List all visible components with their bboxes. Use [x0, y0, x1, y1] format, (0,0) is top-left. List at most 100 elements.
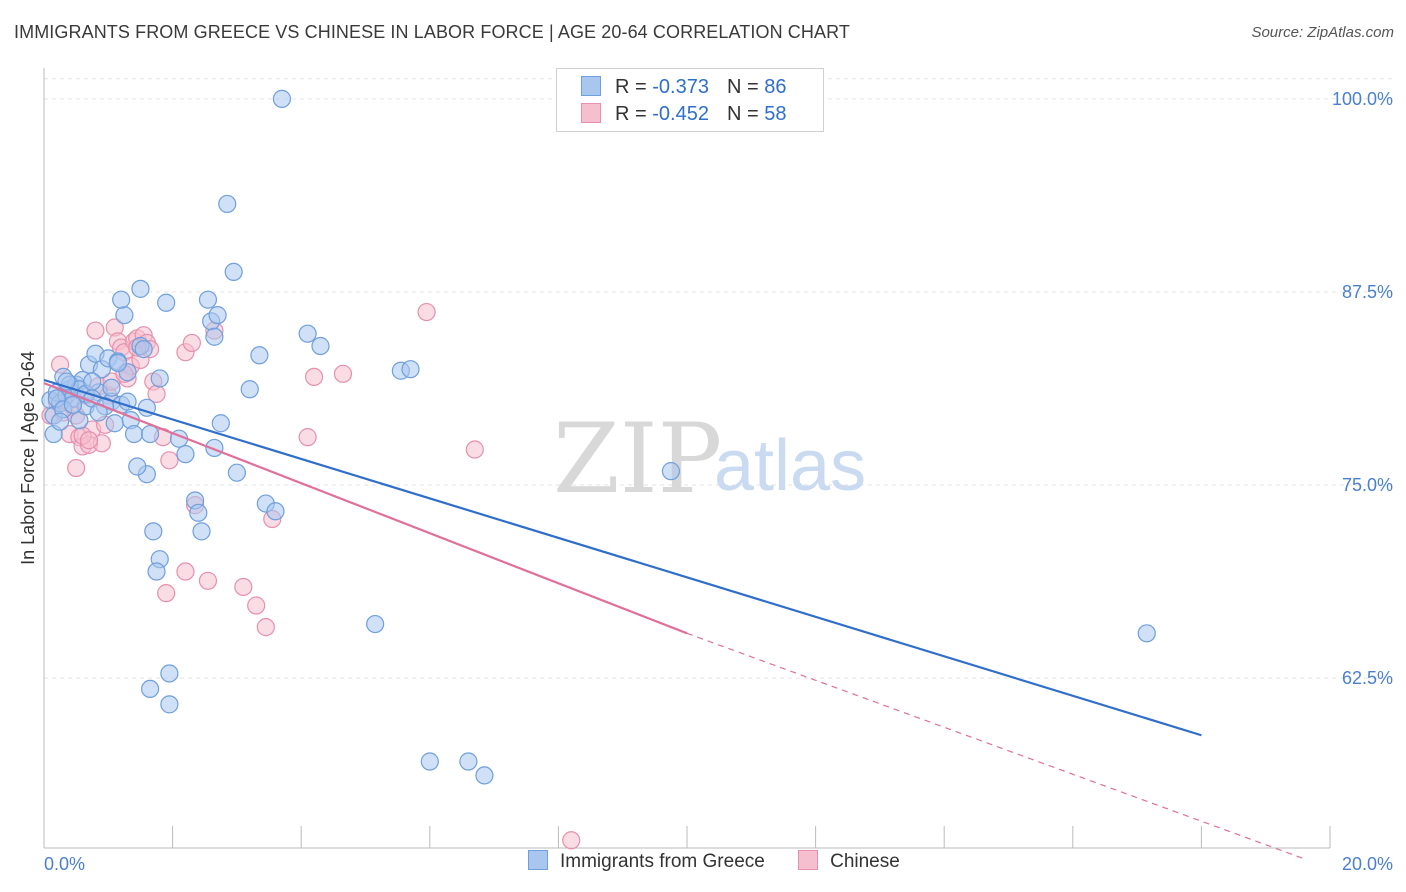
greece-point: [192, 522, 211, 541]
y-axis-label: In Labor Force | Age 20-64: [18, 351, 38, 565]
greece-point: [131, 279, 150, 298]
chinese-point: [176, 562, 195, 581]
chinese-point: [256, 618, 275, 637]
legend-label-greece: Immigrants from Greece: [560, 851, 765, 872]
greece-point: [311, 336, 330, 356]
greece-point: [105, 414, 124, 433]
greece-point: [240, 380, 259, 399]
r-value-greece: -0.373: [652, 76, 709, 98]
greece-points: [41, 89, 1156, 785]
greece-point: [150, 369, 169, 388]
greece-point: [50, 412, 70, 431]
r-label: R =: [615, 76, 647, 98]
y-tick-label: 100.0%: [1332, 89, 1393, 109]
chinese-points: [41, 302, 581, 850]
y-tick-label: 62.5%: [1342, 668, 1393, 688]
legend-label-chinese: Chinese: [830, 851, 900, 872]
greece-point: [420, 752, 439, 771]
greece-point: [401, 360, 420, 379]
greece-point: [83, 372, 102, 391]
chinese-point: [79, 431, 99, 450]
watermark-atlas: atlas: [714, 426, 866, 506]
chinese-point: [86, 321, 105, 340]
greece-point: [224, 262, 243, 281]
greece-point: [176, 445, 195, 464]
legend-item-chinese[interactable]: Chinese: [798, 850, 900, 873]
greece-point: [1137, 624, 1156, 643]
greece-point: [147, 562, 166, 581]
watermark: ZIP atlas: [553, 403, 866, 515]
chinese-point: [198, 571, 218, 590]
x-tick-label: 20.0%: [1342, 854, 1393, 874]
x-tick-label: 0.0%: [44, 854, 85, 874]
greece-point: [140, 679, 160, 699]
y-tick-label: 87.5%: [1342, 282, 1393, 302]
chart-title: IMMIGRANTS FROM GREECE VS CHINESE IN LAB…: [14, 22, 850, 42]
greece-swatch: [581, 76, 601, 96]
greece-point: [115, 306, 134, 325]
n-value-greece: 86: [764, 76, 787, 98]
greece-point: [160, 695, 179, 714]
chinese-point: [247, 596, 266, 615]
greece-point: [208, 306, 227, 325]
greece-point: [63, 395, 83, 414]
chinese-point: [562, 831, 581, 850]
chinese-point: [298, 428, 317, 447]
greece-point: [272, 89, 292, 108]
greece-point: [140, 424, 160, 444]
greece-point: [108, 353, 128, 373]
watermark-zip: ZIP: [553, 403, 722, 515]
source-label: Source: ZipAtlas.com: [1251, 24, 1394, 41]
greece-point: [475, 766, 494, 785]
tick-labels: 100.0% 87.5% 75.0% 62.5% 0.0% 20.0%: [44, 89, 1393, 874]
greece-point: [211, 414, 230, 433]
y-tick-label: 75.0%: [1342, 475, 1393, 495]
greece-swatch: [528, 850, 548, 870]
correlation-legend: R = -0.373 N = 86 R = -0.452 N = 58: [556, 68, 824, 132]
n-value-chinese: 58: [764, 103, 787, 125]
r-label: R =: [615, 103, 647, 125]
n-label: N =: [726, 76, 759, 98]
greece-point: [366, 614, 385, 634]
chinese-trend-extension: [686, 632, 1305, 860]
greece-point: [250, 346, 269, 365]
series-legend: Immigrants from Greece Chinese: [528, 850, 928, 873]
greece-point: [189, 503, 208, 522]
legend-item-greece[interactable]: Immigrants from Greece: [528, 850, 765, 873]
greece-point: [144, 522, 163, 541]
greece-point: [661, 462, 681, 481]
greece-trend-line: [43, 378, 1202, 737]
chinese-point: [417, 302, 436, 322]
greece-point: [298, 324, 317, 343]
greece-point: [198, 290, 218, 309]
chinese-point: [160, 451, 179, 470]
chinese-point: [157, 584, 176, 603]
greece-point: [459, 752, 478, 771]
chinese-point: [304, 367, 324, 387]
greece-point: [128, 457, 147, 476]
chinese-point: [465, 440, 484, 459]
n-label: N =: [726, 103, 759, 125]
greece-point: [266, 502, 285, 521]
axes: [43, 68, 1331, 849]
greece-point: [160, 664, 179, 683]
chinese-point: [333, 364, 353, 383]
chinese-trend-line: [43, 382, 688, 635]
greece-point: [124, 424, 144, 444]
greece-point: [112, 290, 131, 309]
greece-point: [134, 340, 153, 359]
greece-point: [218, 194, 237, 214]
trend-lines: [43, 378, 1305, 860]
chinese-point: [67, 458, 86, 478]
legend-row-chinese: R = -0.452 N = 58: [581, 103, 786, 127]
r-value-chinese: -0.452: [652, 103, 709, 125]
legend-row-greece: R = -0.373 N = 86: [581, 76, 786, 100]
greece-point: [205, 327, 224, 346]
chinese-swatch: [798, 850, 819, 870]
chinese-point: [234, 577, 253, 597]
greece-point: [227, 463, 246, 482]
greece-point: [157, 293, 176, 312]
chinese-swatch: [581, 103, 601, 123]
chinese-point: [182, 333, 201, 353]
